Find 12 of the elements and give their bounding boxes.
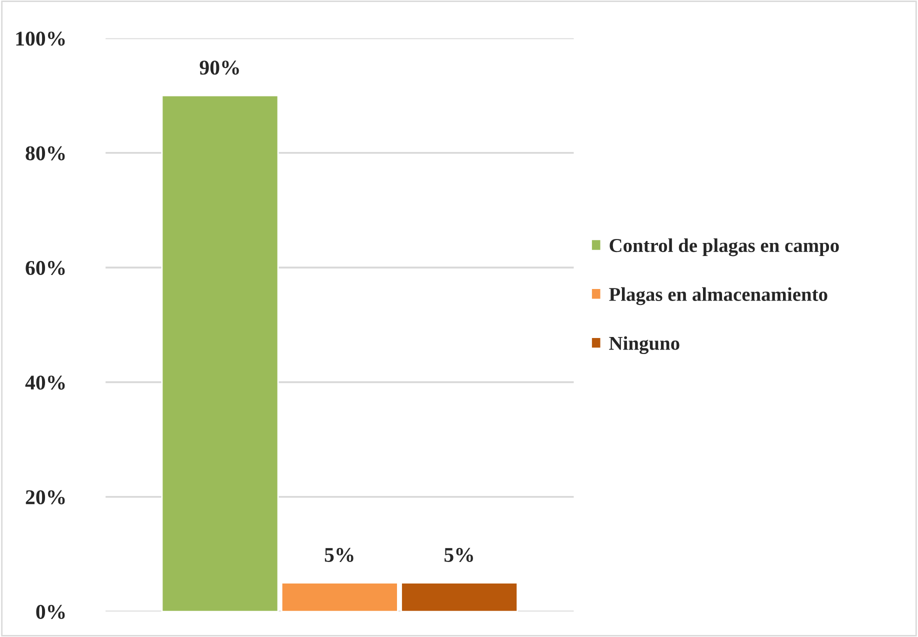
y-tick-label: 0% [36,604,65,620]
legend-label: Ninguno [609,336,680,354]
y-tick-label: 20% [26,490,65,504]
legend-label: Plagas en almacenamiento [609,287,828,306]
data-label: 5% [444,548,473,562]
y-tick-label: 80% [26,146,65,160]
y-tick-label: 60% [26,260,65,276]
y-tick-label: 100% [16,32,65,46]
legend-label: Control de plagas en campo [610,238,839,256]
data-label: 90% [200,60,239,75]
y-tick-label: 40% [25,376,65,390]
data-label: 5% [324,548,354,562]
